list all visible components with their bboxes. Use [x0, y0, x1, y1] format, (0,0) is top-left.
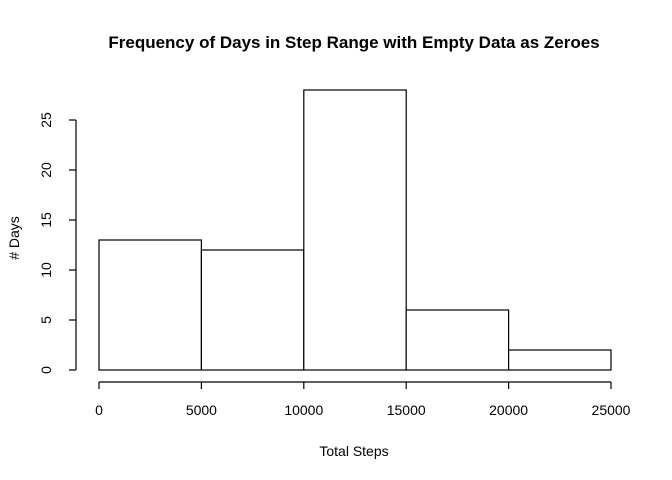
y-tick-label-5: 25: [38, 112, 54, 128]
histogram-bar-4: [508, 349, 612, 371]
histogram-bar-1: [200, 249, 305, 371]
y-tick-label-3: 15: [38, 212, 54, 228]
bars-group: [98, 89, 612, 371]
x-tick-label-1: 5000: [186, 402, 217, 418]
y-axis: 0 5 10 15 20 25: [38, 112, 77, 374]
histogram-bar-3: [405, 309, 510, 371]
x-tick-label-2: 10000: [284, 402, 323, 418]
x-tick-label-0: 0: [95, 402, 103, 418]
x-axis: 0 5000 10000 15000 20000 25000: [95, 381, 631, 418]
y-tick-label-0: 0: [38, 366, 54, 374]
x-tick-label-3: 15000: [387, 402, 426, 418]
y-axis-label: # Days: [6, 216, 22, 260]
x-tick-label-5: 25000: [592, 402, 631, 418]
x-axis-label: Total Steps: [319, 443, 388, 459]
y-tick-label-1: 5: [38, 316, 54, 324]
x-tick-label-4: 20000: [489, 402, 528, 418]
y-tick-label-2: 10: [38, 262, 54, 278]
histogram-bar-0: [98, 239, 203, 371]
y-tick-label-4: 20: [38, 162, 54, 178]
chart-title: Frequency of Days in Step Range with Emp…: [108, 33, 599, 52]
histogram-bar-2: [303, 89, 407, 371]
